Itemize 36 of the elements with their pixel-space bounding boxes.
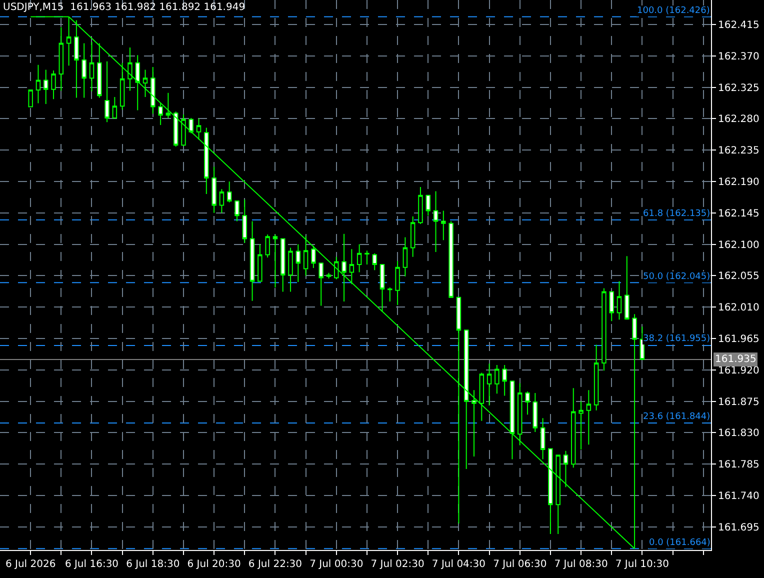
ref-line-label: 61.8 (162.135) — [643, 209, 710, 219]
y-tick-label: 162.100 — [718, 240, 760, 251]
x-tick-label: 7 Jul 02:30 — [370, 559, 424, 570]
y-tick-label: 161.830 — [718, 428, 760, 440]
ref-line-label: 23.6 (161.844) — [643, 412, 710, 422]
y-tick-label: 162.145 — [718, 208, 760, 220]
x-tick-label: 7 Jul 10:30 — [615, 559, 669, 570]
y-tick-label: 162.415 — [718, 20, 760, 31]
y-tick-label: 161.785 — [718, 460, 760, 471]
x-tick-label: 6 Jul 16:30 — [64, 559, 119, 570]
y-tick-label: 162.235 — [718, 146, 760, 157]
x-tick-label: 7 Jul 08:30 — [554, 559, 608, 570]
y-tick-label: 162.280 — [718, 114, 760, 126]
x-tick-label: 7 Jul 00:30 — [310, 559, 364, 570]
y-tick-label: 162.190 — [718, 176, 760, 188]
chart-title: USDJPY,M15 161.963 161.982 161.892 161.949 — [3, 2, 246, 13]
ref-line-label: 100.0 (162.426) — [637, 6, 710, 16]
x-tick-label: 6 Jul 2026 — [5, 559, 56, 570]
y-tick-label: 161.740 — [718, 491, 760, 502]
ref-line-label: 0.0 (161.664) — [649, 538, 710, 548]
y-tick-label: 161.875 — [718, 396, 760, 408]
y-tick-label: 162.010 — [718, 302, 760, 314]
y-tick-label: 162.055 — [718, 271, 760, 282]
y-tick-label: 162.370 — [718, 51, 760, 62]
x-tick-label: 6 Jul 22:30 — [248, 559, 302, 570]
ref-line-label: 161.935 — [715, 354, 756, 365]
y-tick-label: 161.920 — [718, 365, 760, 376]
y-tick-label: 162.325 — [718, 82, 760, 94]
y-tick-label: 161.965 — [718, 334, 760, 346]
ref-line-label: 38.2 (161.955) — [643, 334, 710, 344]
x-tick-label: 6 Jul 18:30 — [126, 559, 180, 570]
x-tick-label: 7 Jul 04:30 — [432, 559, 486, 570]
x-tick-label: 7 Jul 06:30 — [493, 559, 547, 570]
y-tick-label: 161.695 — [718, 522, 760, 534]
x-tick-label: 6 Jul 20:30 — [187, 559, 241, 570]
ref-line-label: 50.0 (162.045) — [643, 272, 710, 282]
